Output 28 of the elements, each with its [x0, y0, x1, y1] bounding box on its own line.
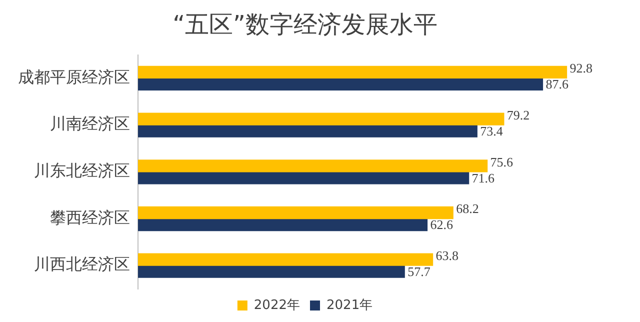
bar [138, 124, 478, 138]
data-label: 73.4 [480, 123, 504, 138]
data-label: 87.6 [546, 76, 569, 92]
bar [138, 160, 488, 172]
chart-title: “五区”数字经济发展水平 [172, 10, 438, 39]
y-tick-label: 川南经济区 [50, 114, 130, 134]
bar [138, 78, 544, 91]
data-label: 79.2 [506, 107, 530, 122]
data-label: 62.6 [430, 217, 454, 232]
bar [138, 218, 428, 232]
legend-label: 2022年 [254, 298, 300, 313]
bar [138, 112, 504, 126]
y-tick-label: 成都平原经济区 [18, 67, 130, 86]
y-tick-label: 川东北经济区 [34, 161, 130, 180]
bar [138, 253, 434, 266]
data-label: 92.8 [570, 60, 592, 76]
y-tick-label: 攀西经济区 [50, 208, 130, 227]
y-tick-label: 川西北经济区 [34, 254, 130, 274]
data-label: 71.6 [472, 170, 496, 186]
legend-label: 2021年 [326, 298, 373, 313]
data-label: 75.6 [490, 154, 514, 170]
data-label: 63.8 [436, 248, 459, 263]
bar [138, 265, 405, 278]
bar [138, 206, 454, 220]
bar [138, 172, 470, 184]
data-label: 68.2 [456, 201, 479, 216]
data-label: 57.7 [408, 264, 431, 279]
bar [138, 66, 568, 79]
